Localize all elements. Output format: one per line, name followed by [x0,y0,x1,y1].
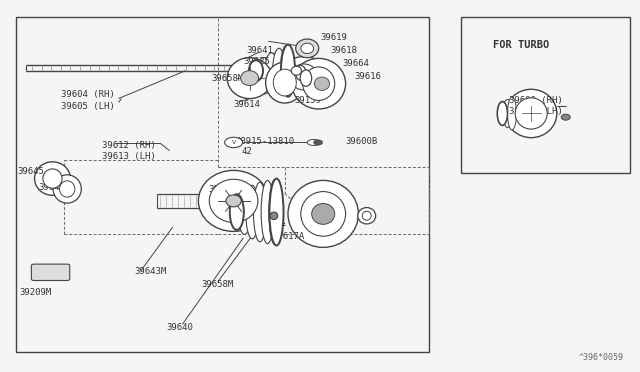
Text: V: V [232,140,236,145]
Text: 39612 (RH): 39612 (RH) [102,141,156,150]
Ellipse shape [273,48,285,93]
Ellipse shape [314,77,330,90]
Ellipse shape [230,195,243,229]
Ellipse shape [261,180,274,244]
Ellipse shape [307,140,320,145]
Ellipse shape [290,64,318,90]
Ellipse shape [249,60,263,81]
Text: 39600B: 39600B [346,137,378,146]
Ellipse shape [60,181,75,197]
Text: ^396*0059: ^396*0059 [579,353,624,362]
Ellipse shape [198,170,269,231]
Text: 39643M: 39643M [134,267,166,276]
Ellipse shape [288,180,358,247]
Ellipse shape [303,67,335,100]
Ellipse shape [53,175,81,203]
Text: 39658M: 39658M [202,280,234,289]
Ellipse shape [35,162,70,195]
Ellipse shape [312,203,335,224]
Ellipse shape [273,69,296,96]
Ellipse shape [246,185,259,239]
Ellipse shape [230,194,244,230]
Ellipse shape [301,43,314,54]
Text: 39159: 39159 [294,96,321,105]
Text: 39625: 39625 [243,57,270,66]
Text: 42: 42 [242,147,253,156]
Ellipse shape [358,208,376,224]
Ellipse shape [209,179,258,222]
Ellipse shape [281,45,295,97]
Ellipse shape [508,97,516,130]
Bar [16,17,429,352]
Text: 39641: 39641 [246,46,273,55]
Ellipse shape [253,182,266,242]
Ellipse shape [238,190,251,234]
Text: 39617A: 39617A [272,232,304,241]
Ellipse shape [296,39,319,58]
Ellipse shape [280,57,328,97]
Ellipse shape [43,169,62,188]
Ellipse shape [296,65,306,80]
Ellipse shape [561,114,570,120]
Text: 39605 (LH): 39605 (LH) [61,102,115,110]
Text: FOR TURBO: FOR TURBO [493,40,549,49]
Text: 39209M: 39209M [19,288,51,296]
Text: 39604 (RH): 39604 (RH) [61,90,115,99]
Ellipse shape [269,179,284,246]
Text: 39664: 39664 [342,59,369,68]
Text: 39640: 39640 [166,323,193,332]
Ellipse shape [226,195,241,207]
Text: 39613 (LH): 39613 (LH) [102,152,156,161]
Text: 08915-13810: 08915-13810 [236,137,294,146]
Ellipse shape [291,66,301,75]
Ellipse shape [266,62,304,103]
Bar [461,17,630,173]
Ellipse shape [498,102,507,125]
Ellipse shape [300,70,312,86]
Ellipse shape [269,179,282,245]
Text: 39601 (LH): 39601 (LH) [509,107,563,116]
Ellipse shape [503,99,512,128]
Text: 39645: 39645 [17,167,44,176]
Text: 39600 (RH): 39600 (RH) [509,96,563,105]
Text: 39619: 39619 [320,33,347,42]
Ellipse shape [301,192,346,236]
Ellipse shape [362,211,371,220]
Ellipse shape [250,61,262,80]
Ellipse shape [506,89,557,138]
Text: 39614: 39614 [234,100,260,109]
Circle shape [225,137,243,148]
FancyBboxPatch shape [31,264,70,280]
Ellipse shape [292,58,346,109]
Ellipse shape [497,102,508,125]
Ellipse shape [280,45,293,96]
Text: 39616: 39616 [354,72,381,81]
Text: 39643: 39643 [38,183,65,192]
Text: 39658M: 39658M [211,74,243,83]
Ellipse shape [270,212,278,219]
Ellipse shape [265,53,278,89]
Text: 39625: 39625 [208,185,235,194]
Ellipse shape [227,58,272,99]
Ellipse shape [243,61,256,74]
Circle shape [314,140,323,145]
Ellipse shape [246,64,253,71]
Ellipse shape [241,71,259,86]
Ellipse shape [515,98,547,129]
Text: 39618: 39618 [330,46,357,55]
Ellipse shape [258,61,264,65]
Ellipse shape [257,58,270,84]
